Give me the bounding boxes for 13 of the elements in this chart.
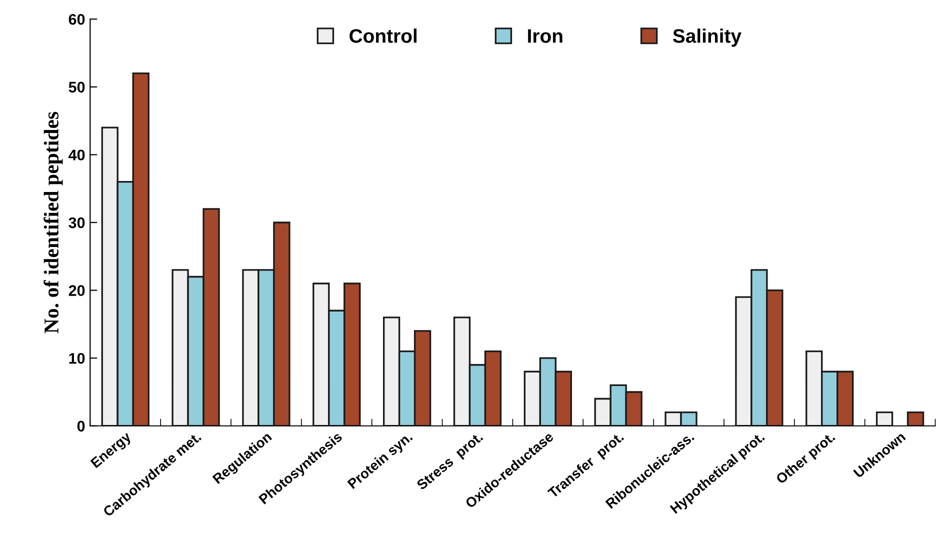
y-tick-label: 20	[68, 285, 85, 296]
legend-label: Control	[350, 28, 417, 43]
legend-label: Iron	[528, 29, 562, 43]
y-tick-label: 10	[69, 352, 85, 364]
y-axis-title: No. of identified peptides	[44, 112, 63, 334]
bar	[906, 411, 924, 426]
y-tick-label: 60	[68, 14, 85, 25]
y-tick-label: 0	[77, 420, 85, 432]
legend-label: Salinity	[672, 28, 742, 47]
y-tick-label: 30	[68, 217, 85, 228]
bar	[876, 411, 894, 426]
y-tick-label: 40	[68, 150, 85, 160]
y-tick-label: 50	[68, 82, 85, 93]
